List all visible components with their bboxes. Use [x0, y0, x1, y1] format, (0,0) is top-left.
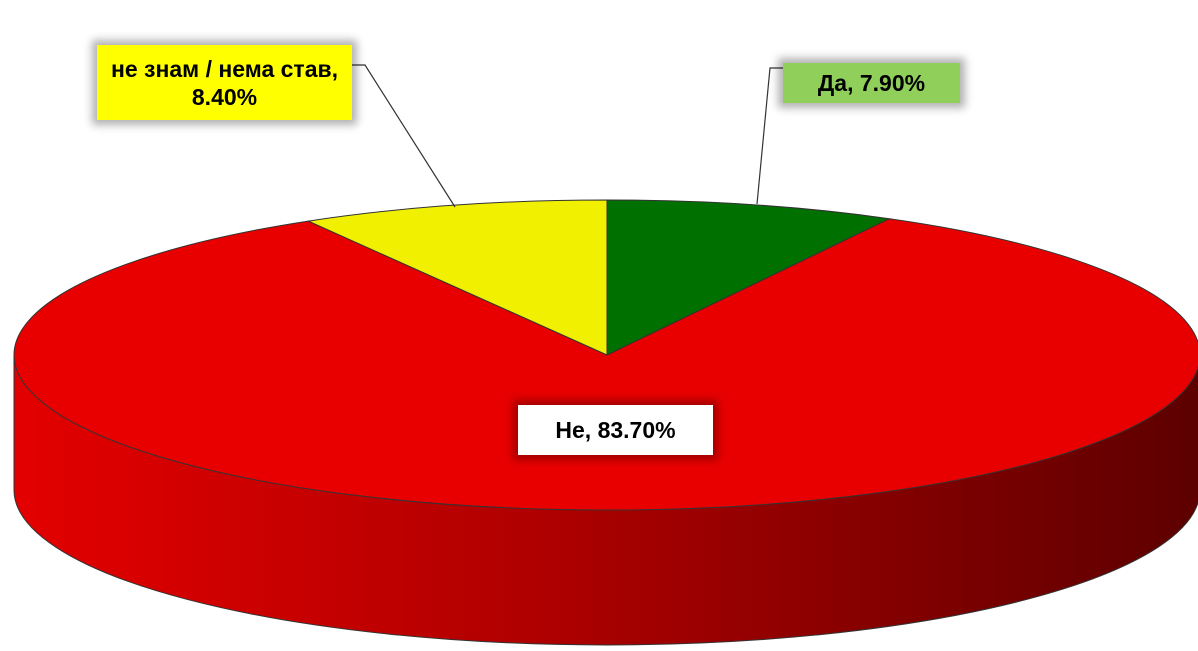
leader-line [352, 64, 456, 208]
data-label: Да, 7.90% [783, 63, 960, 103]
side-outline [13, 355, 1198, 646]
pie-slice [306, 199, 608, 356]
leader-line [756, 67, 783, 205]
data-label: не знам / нема став, 8.40% [97, 45, 352, 120]
side-shade [14, 355, 1198, 645]
pie-sides [13, 355, 1198, 646]
data-label: Не, 83.70% [518, 405, 713, 455]
pie-slice [606, 199, 892, 356]
pie-slice [13, 218, 1198, 511]
pie-tops [13, 199, 1198, 511]
